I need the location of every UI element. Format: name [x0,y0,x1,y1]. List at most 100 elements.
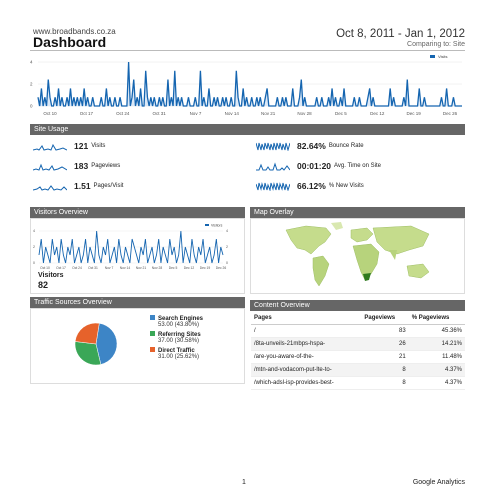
x-tick-label: Nov 21 [261,111,276,116]
compare-label: Comparing to: Site [407,41,465,48]
pct-pageviews-cell: 11.48% [408,350,465,364]
x-tick-label: Nov 14 [120,266,131,270]
x-tick-label: Nov 7 [105,266,114,270]
new-visits-sparkline [256,182,290,191]
traffic-source-stat: 31.00 (25.62%) [158,354,200,360]
visitors-series-line [38,230,224,264]
metric-value: 121 [74,141,89,151]
x-tick-label: Nov 28 [152,266,163,270]
x-tick-label: Dec 19 [200,266,211,270]
avg-time-sparkline [256,162,290,171]
page-path[interactable]: / [251,324,362,338]
page-path[interactable]: /which-adsl-isp-provides-best- [251,376,362,390]
metric-pages-per-visit[interactable]: 1.51 Pages/Visit [33,180,123,192]
metric-label: Visits [91,143,106,149]
content-table: Pages Pageviews % Pageviews / 83 45.36% … [251,313,465,390]
metric-label: % New Visits [328,183,364,189]
x-tick-label: Dec 12 [184,266,195,270]
x-tick-label: Dec 12 [370,111,385,116]
visits-line-chart: 4 2 0 Oct 10 Oct 17 Oct 24 Oct 31 Nov 7 Nov 14 N… [30,54,462,116]
traffic-source-stat: 53.00 (43.80%) [158,322,200,328]
pageviews-cell: 26 [361,337,409,351]
traffic-source-name: Direct Traffic [158,348,195,354]
pct-pageviews-cell: 4.37% [408,363,465,377]
col-header-pct-pageviews: % Pageviews [408,313,465,325]
asia-shape [372,225,430,255]
page-path[interactable]: /8ta-unveils-21mbps-hspa- [251,337,362,351]
map-overlay-header: Map Overlay [250,207,465,218]
visits-sparkline [33,143,67,151]
x-tick-label: Nov 21 [136,266,147,270]
page-path[interactable]: /are-you-aware-of-the- [251,350,362,364]
x-tick-label: Dec 26 [216,266,227,270]
metric-label: Pages/Visit [93,183,124,189]
x-tick-label: Oct 24 [116,111,130,116]
metric-label: Avg. Time on Site [334,163,381,169]
y-tick-label: 2 [30,82,33,87]
visitors-value: 82 [38,280,49,290]
x-axis-labels: Oct 10 Oct 17 Oct 24 Oct 31 Nov 7 Nov 14 Nov 2… [43,111,457,116]
x-tick-label: Oct 17 [80,111,94,116]
pct-pageviews-cell: 4.37% [408,376,465,390]
south-america-shape [312,255,330,287]
chart-grid: 4 4 2 2 0 0 [33,229,228,265]
metric-value: 66.12% [297,181,326,191]
africa-shape [352,243,380,281]
metric-label: Pageviews [91,163,121,169]
y-axis-ticks: 4 2 0 [30,60,33,109]
table-row[interactable]: / 83 45.36% [251,324,465,338]
x-tick-label: Dec 26 [443,111,458,116]
pageviews-cell: 83 [361,324,409,338]
world-map[interactable] [281,220,437,292]
table-row[interactable]: /are-you-aware-of-the- 21 11.48% [251,350,465,364]
x-tick-label: Oct 31 [152,111,166,116]
date-range[interactable]: Oct 8, 2011 - Jan 1, 2012 [336,28,465,40]
pie-slice-search-engines [95,322,118,365]
metric-visits[interactable]: 121 Visits [33,140,105,152]
pct-pageviews-cell: 14.21% [408,337,465,351]
traffic-source-referring[interactable]: Referring Sites 37.00 (30.58%) [150,331,201,344]
x-tick-label: Oct 10 [40,266,50,270]
traffic-source-search[interactable]: Search Engines 53.00 (43.80%) [150,315,203,328]
metric-bounce-rate[interactable]: 82.64% Bounce Rate [256,140,364,152]
traffic-source-direct[interactable]: Direct Traffic 31.00 (25.62%) [150,347,199,360]
metric-avg-time[interactable]: 00:01:20 Avg. Time on Site [256,160,381,172]
y-tick-label: 4 [33,229,35,233]
australia-shape [406,263,430,279]
legend-swatch [430,55,435,58]
x-tick-label: Oct 10 [43,111,57,116]
table-row[interactable]: /mtn-and-vodacom-put-lte-to- 8 4.37% [251,363,465,377]
x-tick-label: Oct 17 [56,266,66,270]
metric-value: 1.51 [74,181,91,191]
x-tick-label: Nov 7 [190,111,202,116]
y-tick-label: 4 [30,60,33,65]
traffic-sources-header: Traffic Sources Overview [30,297,245,308]
pie-slice-direct-traffic [74,322,100,345]
visitors-line-chart: 4 4 2 2 0 0 Oct 10 Oct 17 Oct 24 Oct 31 Nov 7 Nov … [33,224,228,271]
metric-label: Bounce Rate [328,143,364,149]
metric-pageviews[interactable]: 183 Pageviews [33,160,120,172]
legend-swatch [150,331,155,336]
visitors-overview-header: Visitors Overview [30,207,245,218]
table-row[interactable]: /8ta-unveils-21mbps-hspa- 26 14.21% [251,337,465,351]
pageviews-cell: 21 [361,350,409,364]
traffic-source-name: Search Engines [158,316,204,322]
y-tick-label: 4 [226,229,228,233]
y-tick-label: 2 [33,245,35,249]
content-overview-header: Content Overview [250,300,465,311]
traffic-source-name: Referring Sites [158,332,201,338]
traffic-sources-panel [30,308,245,384]
pageviews-cell: 8 [361,376,409,390]
pct-pageviews-cell: 45.36% [408,324,465,338]
traffic-sources-pie [74,322,118,366]
legend-swatch [150,315,155,320]
visitors-label: Visitors [38,272,64,279]
pages-per-visit-sparkline [33,185,67,191]
metric-new-visits[interactable]: 66.12% % New Visits [256,180,364,192]
page-path[interactable]: /mtn-and-vodacom-put-lte-to- [251,363,362,377]
x-axis-labels: Oct 10 Oct 17 Oct 24 Oct 31 Nov 7 Nov 14 Nov 2… [40,266,226,270]
south-africa-highlight [363,273,371,281]
greenland-shape [331,222,343,230]
table-row[interactable]: /which-adsl-isp-provides-best- 8 4.37% [251,376,465,390]
x-tick-label: Nov 14 [225,111,240,116]
